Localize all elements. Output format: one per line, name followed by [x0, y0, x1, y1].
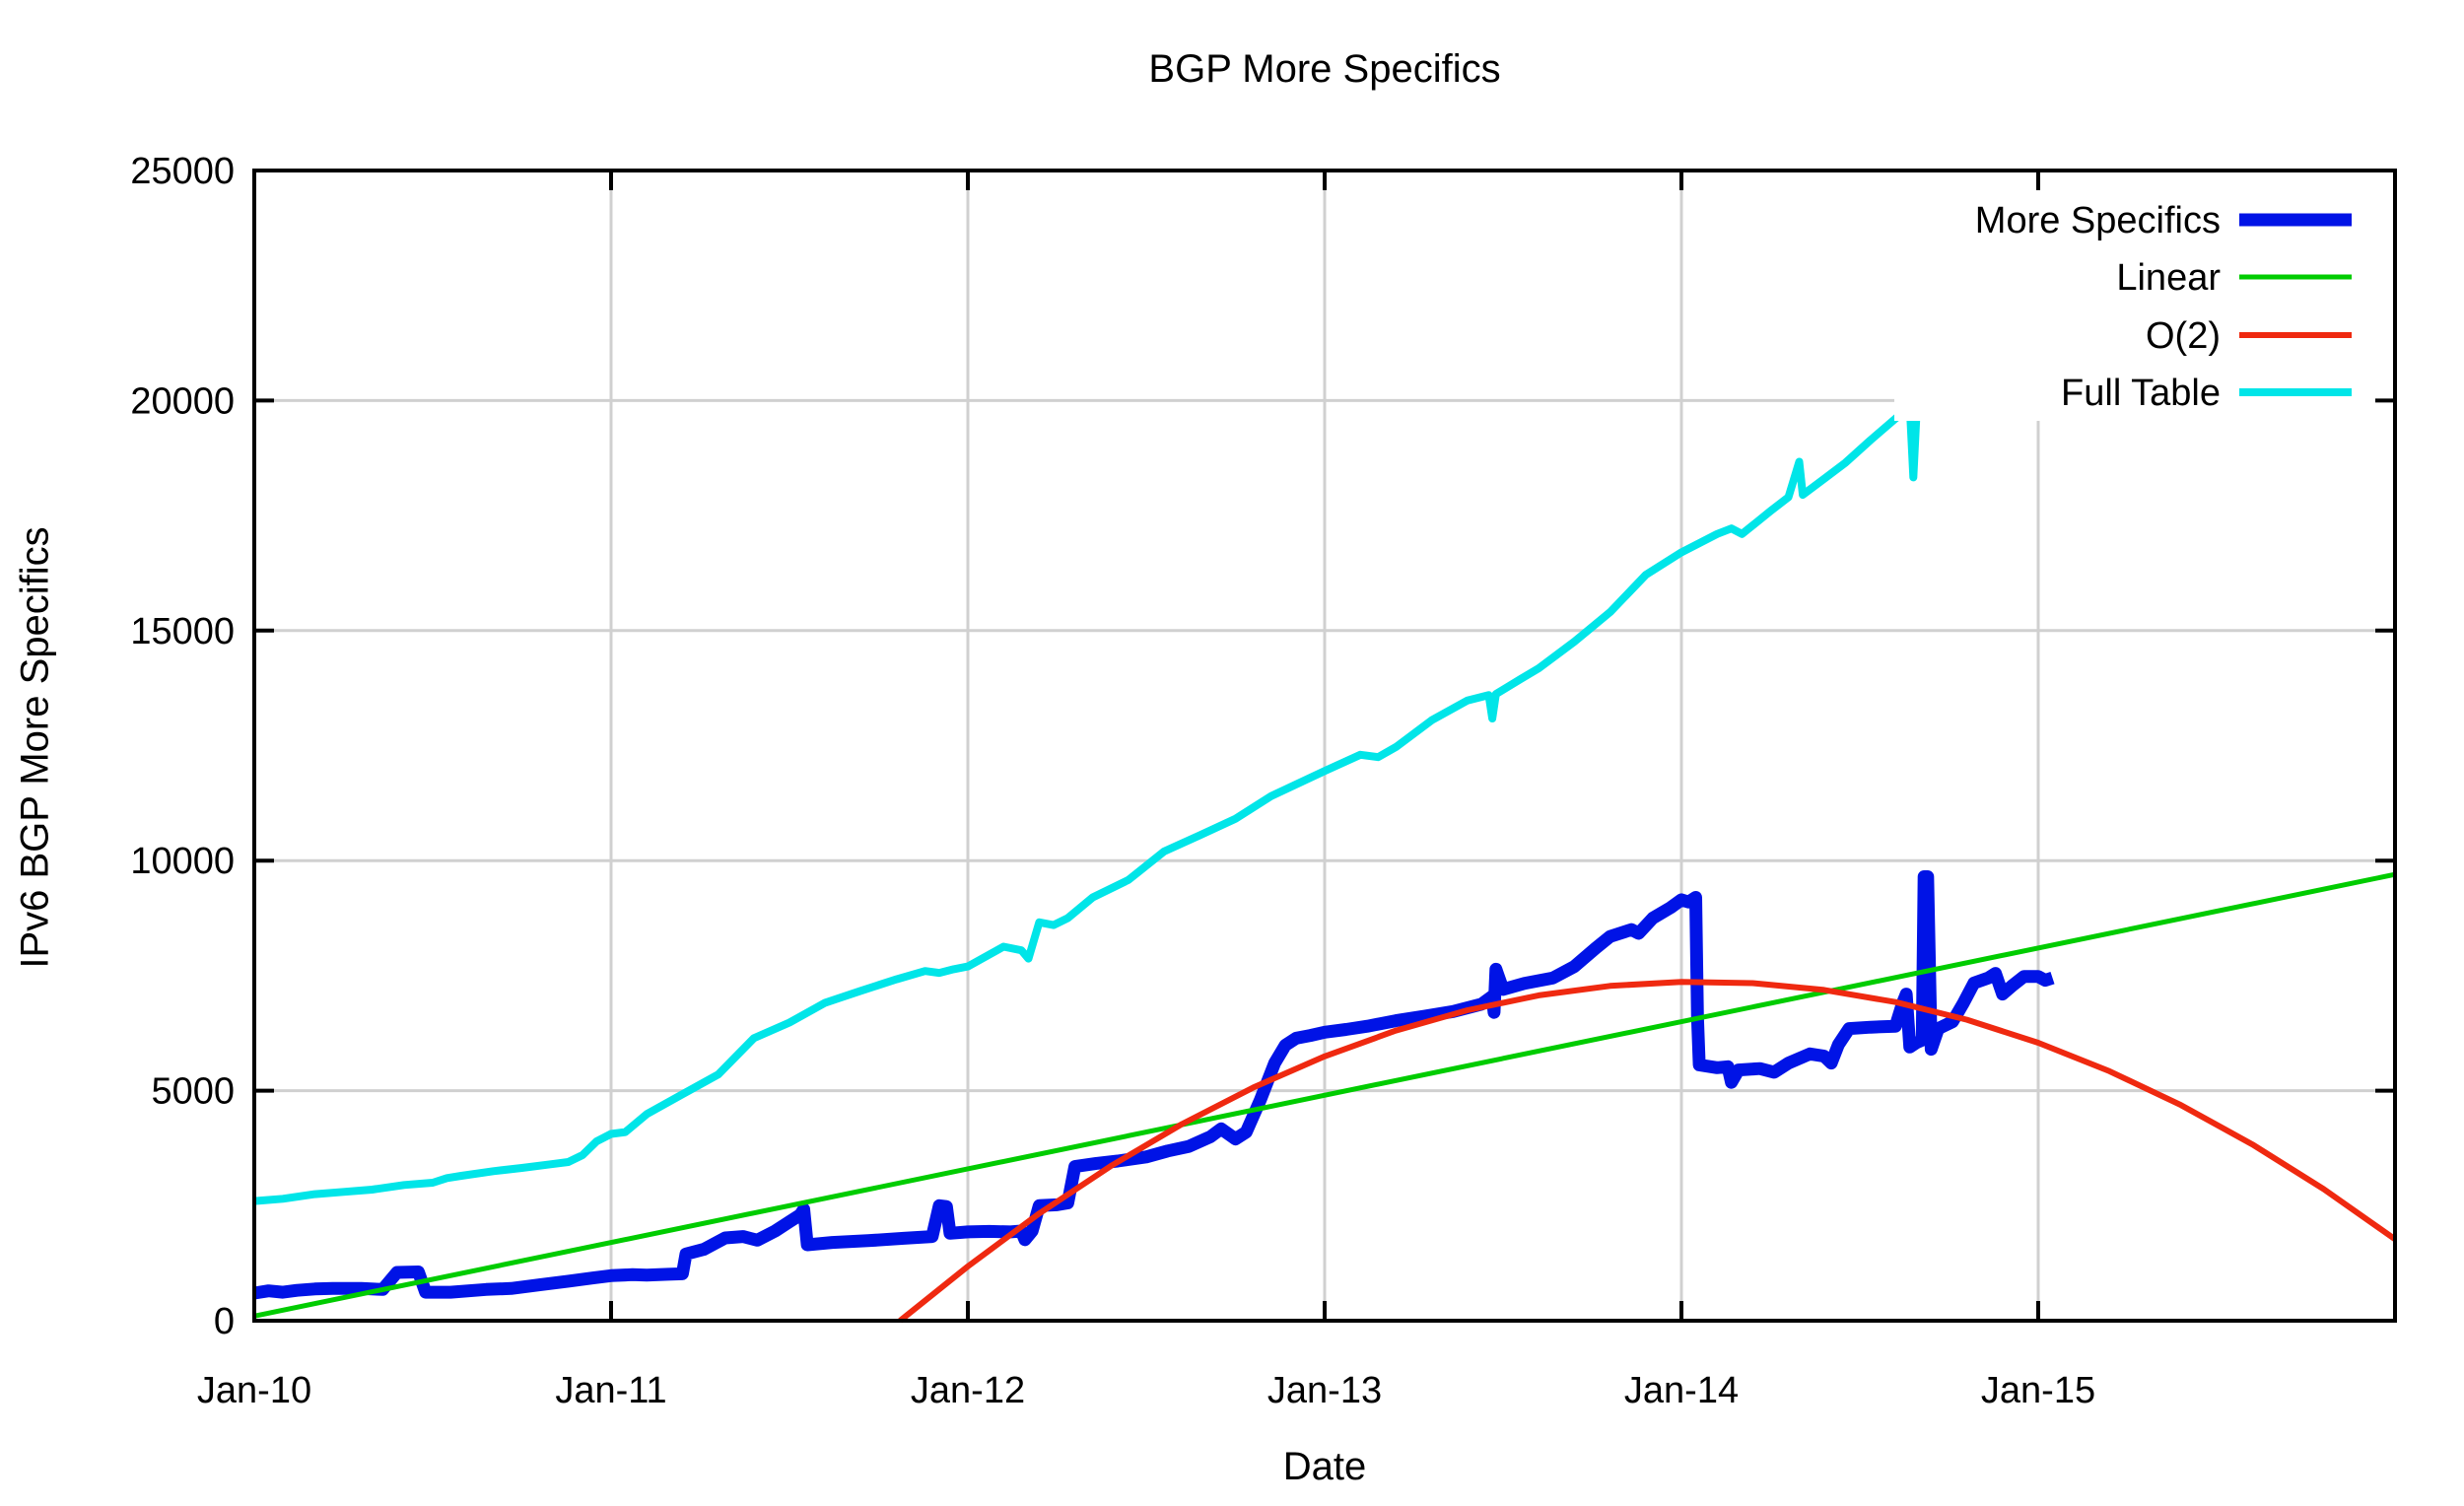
x-tick-label: Jan-12	[911, 1370, 1025, 1411]
x-axis-label: Date	[1282, 1445, 1367, 1488]
series-linear	[253, 871, 2396, 1319]
series-o-2-	[898, 979, 2397, 1324]
x-tick-label: Jan-14	[1624, 1370, 1739, 1411]
x-tick-label: Jan-15	[1981, 1370, 2095, 1411]
x-tick-label: Jan-11	[555, 1370, 666, 1411]
series-more-specifics	[252, 870, 2055, 1300]
y-tick-label: 10000	[130, 841, 235, 882]
series-full-table	[253, 296, 2054, 1205]
y-tick-label: 25000	[130, 151, 235, 192]
legend-label: O(2)	[2146, 315, 2221, 357]
y-tick-label: 15000	[130, 611, 235, 652]
y-tick-label: 20000	[130, 380, 235, 422]
x-tick-label: Jan-10	[197, 1370, 311, 1411]
y-tick-label: 5000	[151, 1071, 235, 1113]
x-tick-label: Jan-13	[1267, 1370, 1382, 1411]
y-tick-label: 0	[214, 1301, 235, 1342]
legend-label: Linear	[2116, 257, 2221, 299]
legend-label: Full Table	[2061, 373, 2221, 414]
chart-title: BGP More Specifics	[1148, 47, 1501, 91]
legend-label: More Specifics	[1975, 200, 2221, 241]
